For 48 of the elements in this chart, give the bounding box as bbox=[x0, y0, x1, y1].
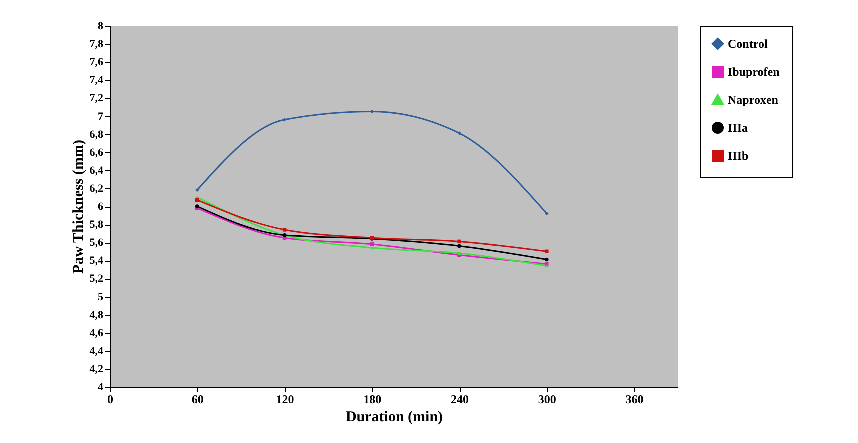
y-tick-label: 7,2 bbox=[90, 92, 104, 105]
x-tick-label: 120 bbox=[276, 392, 294, 406]
legend-label: Ibuprofen bbox=[728, 65, 780, 79]
x-tick-label: 0 bbox=[108, 392, 114, 406]
legend-label: Naproxen bbox=[728, 93, 779, 107]
y-tick-label: 7 bbox=[98, 110, 104, 123]
y-tick-label: 6,6 bbox=[90, 146, 104, 159]
y-tick-label: 5,2 bbox=[90, 273, 104, 286]
x-tick-label: 180 bbox=[364, 392, 382, 406]
point bbox=[545, 258, 549, 262]
legend-label: IIIa bbox=[728, 121, 748, 135]
point bbox=[370, 246, 374, 250]
y-tick-label: 5,8 bbox=[90, 219, 104, 232]
point bbox=[458, 244, 462, 248]
legend-label: Control bbox=[728, 37, 768, 51]
legend-label: IIIb bbox=[728, 149, 750, 163]
y-tick-label: 4,2 bbox=[90, 363, 104, 376]
x-tick-label: 60 bbox=[192, 392, 204, 406]
y-tick-label: 7,8 bbox=[90, 38, 104, 51]
y-tick-label: 5 bbox=[98, 291, 104, 304]
y-tick-label: 6,8 bbox=[90, 128, 104, 141]
y-tick-label: 5,6 bbox=[90, 237, 104, 250]
y-tick-label: 4 bbox=[98, 382, 104, 394]
y-tick-label: 7,6 bbox=[90, 56, 104, 69]
y-tick-label: 8 bbox=[98, 20, 104, 32]
point bbox=[196, 198, 200, 202]
y-tick-label: 4,4 bbox=[90, 345, 104, 358]
point bbox=[545, 250, 549, 254]
line-series bbox=[196, 196, 549, 268]
y-tick-label: 4,6 bbox=[90, 327, 104, 340]
y-tick-label: 6,4 bbox=[90, 164, 104, 177]
y-tick-label: 4,8 bbox=[90, 309, 104, 322]
y-axis-title: Paw Thickness (mm) bbox=[70, 140, 87, 274]
point bbox=[370, 242, 374, 246]
x-tick-label: 300 bbox=[538, 392, 556, 406]
point bbox=[545, 212, 549, 216]
point bbox=[196, 188, 200, 192]
point bbox=[282, 228, 287, 232]
point bbox=[458, 132, 462, 136]
y-tick-label: 6 bbox=[98, 201, 104, 213]
x-axis-title: Duration (min) bbox=[346, 410, 444, 426]
x-tick-label: 360 bbox=[626, 392, 644, 406]
line-series bbox=[196, 110, 549, 216]
y-tick-label: 5,4 bbox=[90, 255, 104, 268]
y-tick-label: 7,4 bbox=[90, 74, 104, 87]
y-tick-label: 6,2 bbox=[90, 182, 104, 195]
point bbox=[458, 240, 462, 244]
x-tick-label: 240 bbox=[451, 392, 470, 406]
